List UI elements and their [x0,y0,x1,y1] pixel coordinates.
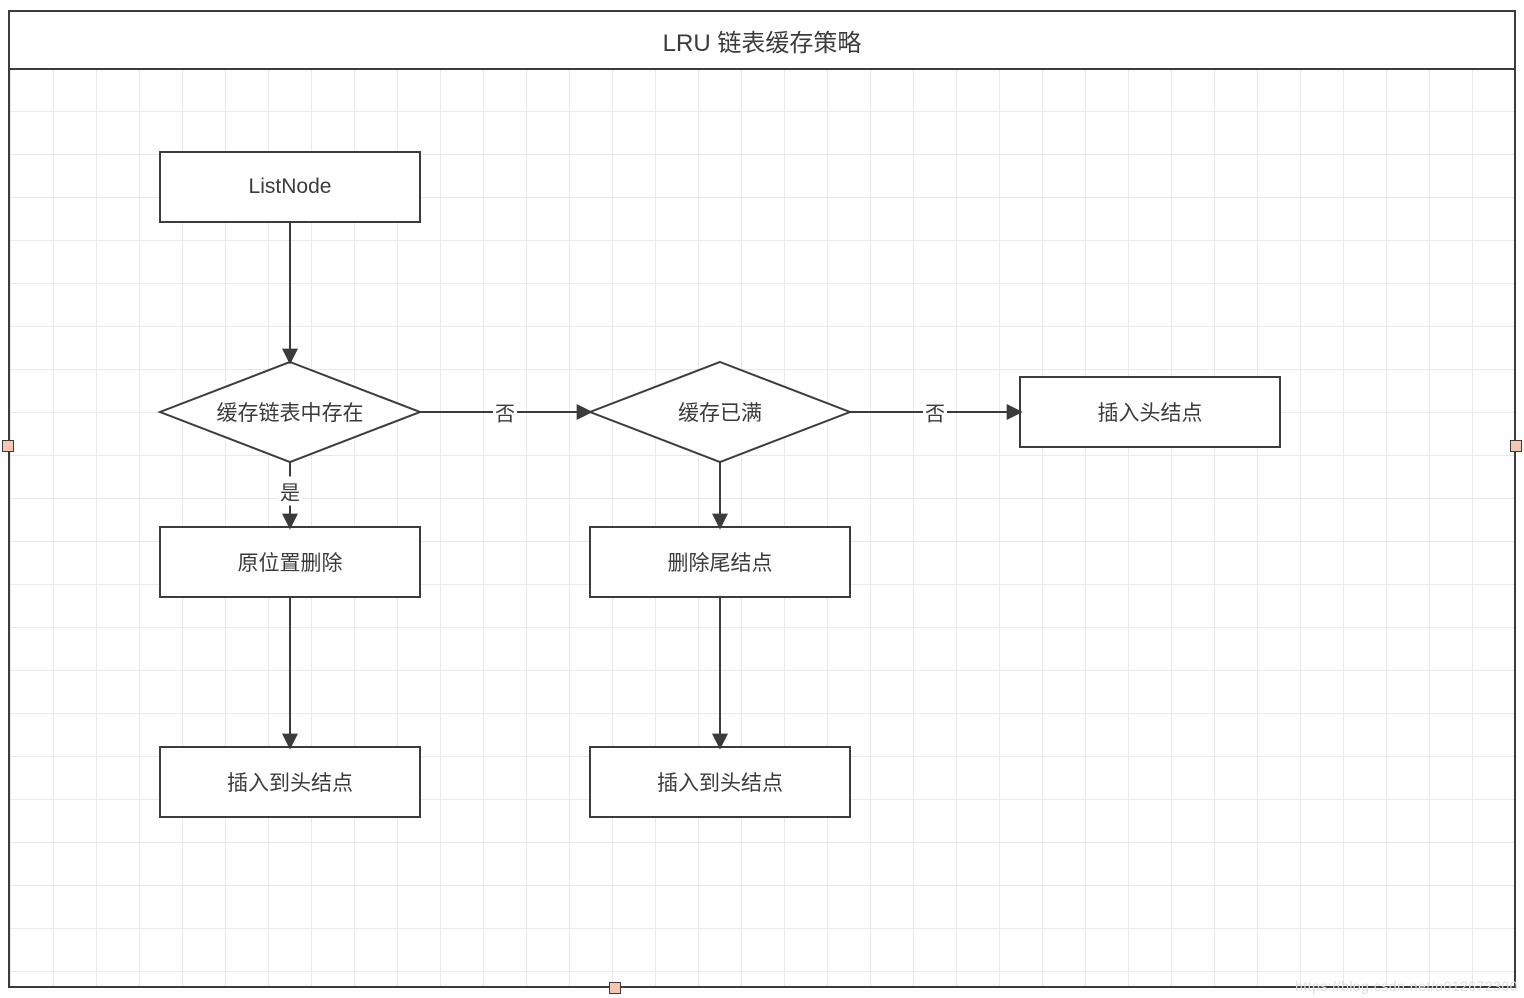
diagram-frame: LRU 链表缓存策略ListNode缓存链表中存在缓存已满插入头结点原位置删除删… [8,10,1516,988]
node-label-inserthead1: 插入到头结点 [227,767,353,797]
node-label-inserthead2: 插入到头结点 [657,767,783,797]
node-label-full: 缓存已满 [678,397,762,427]
edge-label-full-inserthead3: 否 [923,398,947,427]
edge-label-exists-full: 否 [493,398,517,427]
node-label-delorig: 原位置删除 [238,547,343,577]
selection-handle[interactable] [609,982,621,994]
diagram-svg [10,12,1518,990]
node-label-inserthead3: 插入头结点 [1098,397,1203,427]
edge-label-exists-delorig: 是 [278,477,302,506]
node-label-listnode: ListNode [249,175,332,199]
node-label-exists: 缓存链表中存在 [217,397,364,427]
watermark: https://blog.csdn.net/u012672300 [1295,978,1518,994]
selection-handle[interactable] [2,440,14,452]
selection-handle[interactable] [1510,440,1522,452]
node-label-deltail: 删除尾结点 [668,547,773,577]
